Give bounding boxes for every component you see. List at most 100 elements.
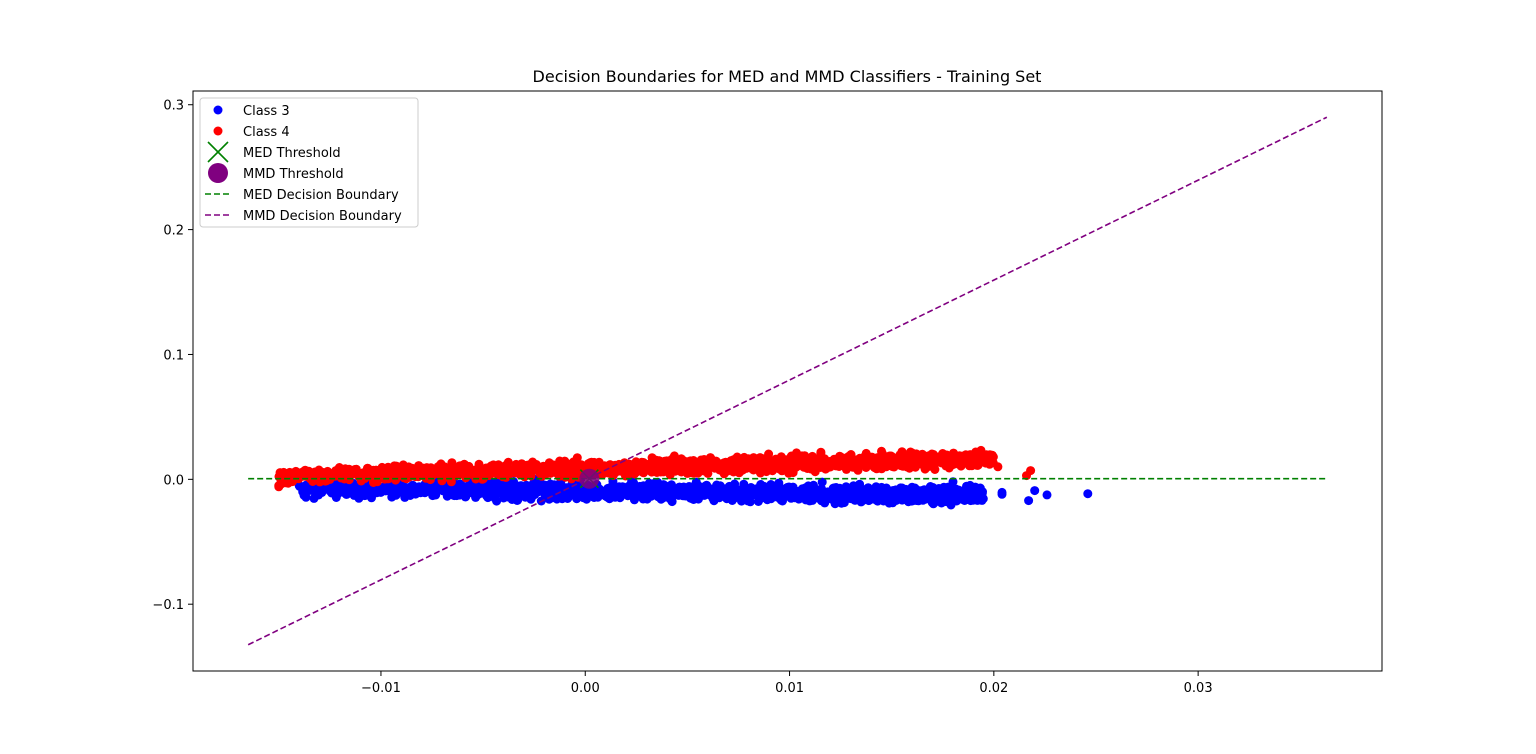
scatter-point — [914, 496, 923, 506]
scatter-point — [788, 468, 798, 478]
scatter-point — [888, 488, 898, 498]
scatter-point — [972, 488, 982, 498]
scatter-point — [412, 482, 421, 492]
scatter-point — [688, 468, 698, 478]
scatter-point — [437, 476, 447, 486]
scatter-point — [692, 489, 701, 499]
scatter-point — [436, 459, 446, 469]
y-tick-label: −0.1 — [152, 598, 184, 613]
scatter-point — [428, 491, 438, 501]
mmd-decision-boundary-line — [247, 116, 1328, 646]
scatter-point — [415, 468, 424, 477]
scatter-point — [454, 482, 464, 492]
scatter-point — [694, 461, 704, 470]
scatter-point — [617, 486, 627, 496]
scatter-point — [1024, 496, 1034, 506]
legend-label: MMD Threshold — [243, 167, 344, 182]
scatter-point — [942, 490, 952, 500]
scatter-point — [942, 483, 952, 493]
x-tick-label: 0.02 — [979, 681, 1008, 696]
scatter-point — [907, 448, 917, 458]
scatter-point — [948, 477, 958, 487]
scatter-point — [543, 465, 553, 475]
legend-label: Class 4 — [243, 125, 290, 140]
legend-item: MMD Decision Boundary — [205, 209, 402, 224]
scatter-point — [536, 467, 546, 477]
scatter-point — [407, 463, 417, 473]
scatter-point — [993, 462, 1003, 472]
scatter-point — [997, 487, 1007, 497]
scatter-point — [401, 470, 411, 480]
scatter-point — [332, 486, 342, 496]
scatter-point — [750, 463, 760, 473]
scatter-point — [274, 482, 284, 492]
legend-label: MED Decision Boundary — [243, 188, 399, 203]
scatter-point — [682, 457, 692, 467]
scatter-point — [807, 451, 817, 461]
mmd-threshold-marker — [579, 468, 600, 489]
scatter-point — [658, 493, 668, 503]
scatter-point — [304, 485, 314, 495]
scatter-point — [306, 470, 316, 480]
scatter-point — [982, 451, 992, 461]
scatter-point — [922, 489, 932, 499]
scatter-point — [920, 464, 930, 474]
scatter-point — [973, 448, 983, 458]
scatter-point — [647, 464, 657, 474]
series-class-4 — [274, 445, 1036, 492]
y-tick-label: 0.0 — [163, 473, 184, 488]
scatter-point — [535, 486, 545, 496]
scatter-point — [933, 489, 943, 499]
scatter-point — [951, 452, 961, 462]
scatter-point — [624, 469, 634, 479]
legend-item: Class 4 — [213, 125, 290, 140]
x-tick-label: 0.00 — [571, 681, 600, 696]
scatter-point — [884, 498, 894, 508]
scatter-point — [726, 492, 736, 502]
y-axis: −0.1 0.0 0.1 0.2 0.3 — [152, 99, 193, 613]
scatter-point — [758, 461, 768, 470]
scatter-point — [981, 458, 991, 468]
scatter-point — [478, 488, 488, 498]
scatter-point — [755, 453, 765, 463]
scatter-point — [786, 493, 796, 503]
scatter-point — [666, 466, 676, 476]
scatter-point — [779, 463, 789, 472]
legend-label: Class 3 — [243, 104, 290, 119]
legend-item: MED Decision Boundary — [205, 188, 399, 203]
chart-title: Decision Boundaries for MED and MMD Clas… — [533, 67, 1042, 86]
scatter-point — [555, 456, 565, 466]
scatter-point — [274, 471, 284, 481]
scatter-point — [654, 458, 664, 467]
scatter-point — [568, 460, 578, 470]
scatter-point — [848, 483, 858, 493]
scatter-point — [343, 484, 353, 494]
scatter-point — [447, 458, 457, 468]
legend-item: MED Threshold — [207, 141, 341, 163]
scatter-point — [930, 498, 939, 508]
scatter-point — [381, 470, 391, 480]
legend-item: MMD Threshold — [208, 163, 344, 183]
scatter-point — [902, 485, 912, 495]
scatter-point — [367, 485, 377, 495]
scatter-point — [820, 496, 830, 506]
scatter-point — [630, 486, 640, 496]
scatter-point — [939, 451, 949, 461]
scatter-point — [711, 483, 721, 493]
scatter-point — [715, 465, 725, 475]
plot-frame — [192, 90, 1383, 672]
scatter-point — [837, 498, 846, 508]
scatter-point — [765, 486, 775, 496]
scatter-point — [577, 491, 587, 501]
scatter-point — [644, 490, 654, 500]
scatter-point — [774, 478, 784, 488]
scatter-point — [572, 453, 582, 463]
scatter-point — [932, 456, 942, 466]
x-axis: −0.01 0.00 0.01 0.02 0.03 — [361, 671, 1213, 696]
scatter-point — [541, 480, 550, 490]
scatter-point — [466, 482, 476, 492]
scatter-point — [964, 491, 974, 501]
scatter-point — [861, 454, 871, 464]
scatter-point — [724, 481, 734, 491]
